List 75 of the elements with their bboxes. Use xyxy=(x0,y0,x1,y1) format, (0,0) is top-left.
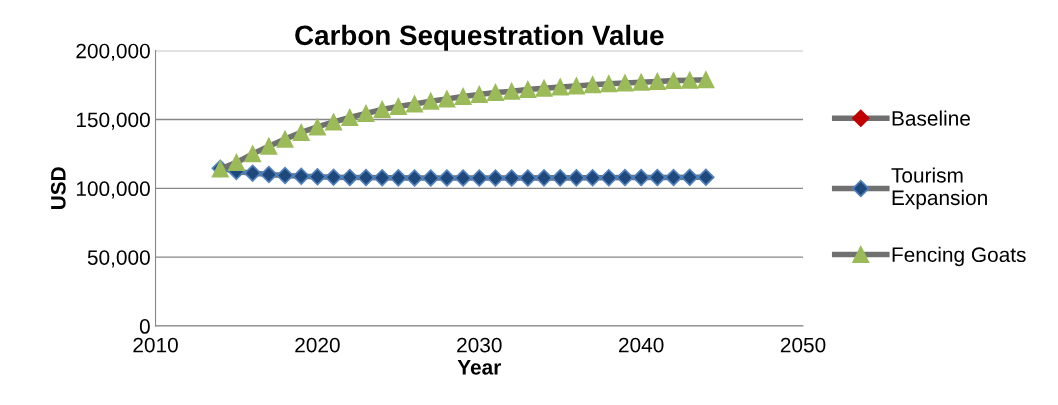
point xyxy=(519,169,537,187)
point xyxy=(600,75,618,93)
point xyxy=(357,168,375,187)
y-tick-label: 200,000 xyxy=(76,43,150,61)
point xyxy=(405,169,424,187)
point xyxy=(324,168,343,186)
point xyxy=(583,169,602,187)
point xyxy=(697,71,715,89)
point xyxy=(665,72,682,90)
point xyxy=(260,165,278,184)
point xyxy=(632,168,650,187)
y-tick-label: 0 xyxy=(139,319,150,334)
x-tick-label: 2030 xyxy=(457,337,502,353)
point xyxy=(308,168,327,186)
point xyxy=(664,168,683,187)
point xyxy=(616,74,634,92)
point xyxy=(292,123,310,141)
point xyxy=(584,76,602,94)
point xyxy=(632,73,650,91)
point xyxy=(244,145,262,163)
point xyxy=(243,164,262,182)
point xyxy=(551,169,569,187)
x-axis-title: Year xyxy=(457,360,501,375)
x-tick-label: 2050 xyxy=(780,337,826,353)
legend-label: Baseline xyxy=(892,110,970,126)
x-tick-label: 2010 xyxy=(133,337,178,353)
point xyxy=(470,169,488,187)
legend-label: Tourism Expansion xyxy=(891,167,987,210)
point xyxy=(567,169,586,187)
point xyxy=(389,169,408,187)
point xyxy=(535,169,553,187)
y-tick-label: 100,000 xyxy=(76,181,150,199)
point xyxy=(697,168,715,187)
point xyxy=(535,79,553,97)
point xyxy=(373,169,391,187)
point xyxy=(648,168,667,187)
point xyxy=(681,168,699,187)
point xyxy=(373,101,391,119)
point xyxy=(438,90,456,108)
y-tick-label: 50,000 xyxy=(87,250,150,268)
point xyxy=(389,98,407,116)
point xyxy=(308,118,326,136)
x-tick-label: 2040 xyxy=(619,337,664,353)
point xyxy=(341,168,359,187)
point xyxy=(454,169,472,187)
point xyxy=(276,166,294,185)
point xyxy=(470,86,488,104)
y-tick-label: 150,000 xyxy=(76,112,150,130)
point xyxy=(486,169,505,187)
point xyxy=(551,78,569,96)
point xyxy=(325,113,343,131)
point xyxy=(616,168,634,187)
point xyxy=(502,169,521,187)
point xyxy=(422,169,440,187)
point xyxy=(567,77,585,95)
x-tick-label: 2020 xyxy=(295,337,340,353)
point xyxy=(406,95,423,113)
point xyxy=(648,72,666,90)
point xyxy=(454,88,472,105)
chart-title: Carbon Sequestration Value xyxy=(295,24,664,51)
point xyxy=(486,84,504,101)
point xyxy=(260,137,278,155)
point xyxy=(276,130,294,148)
point xyxy=(357,105,375,123)
point xyxy=(227,153,245,171)
point xyxy=(422,92,440,110)
point xyxy=(600,169,618,187)
point xyxy=(438,169,456,187)
point xyxy=(341,109,359,127)
point xyxy=(681,71,699,89)
y-axis-title: USD xyxy=(50,167,66,210)
point xyxy=(292,167,310,185)
point xyxy=(503,82,521,100)
legend-label: Fencing Goats xyxy=(892,246,1026,267)
point xyxy=(519,81,537,99)
